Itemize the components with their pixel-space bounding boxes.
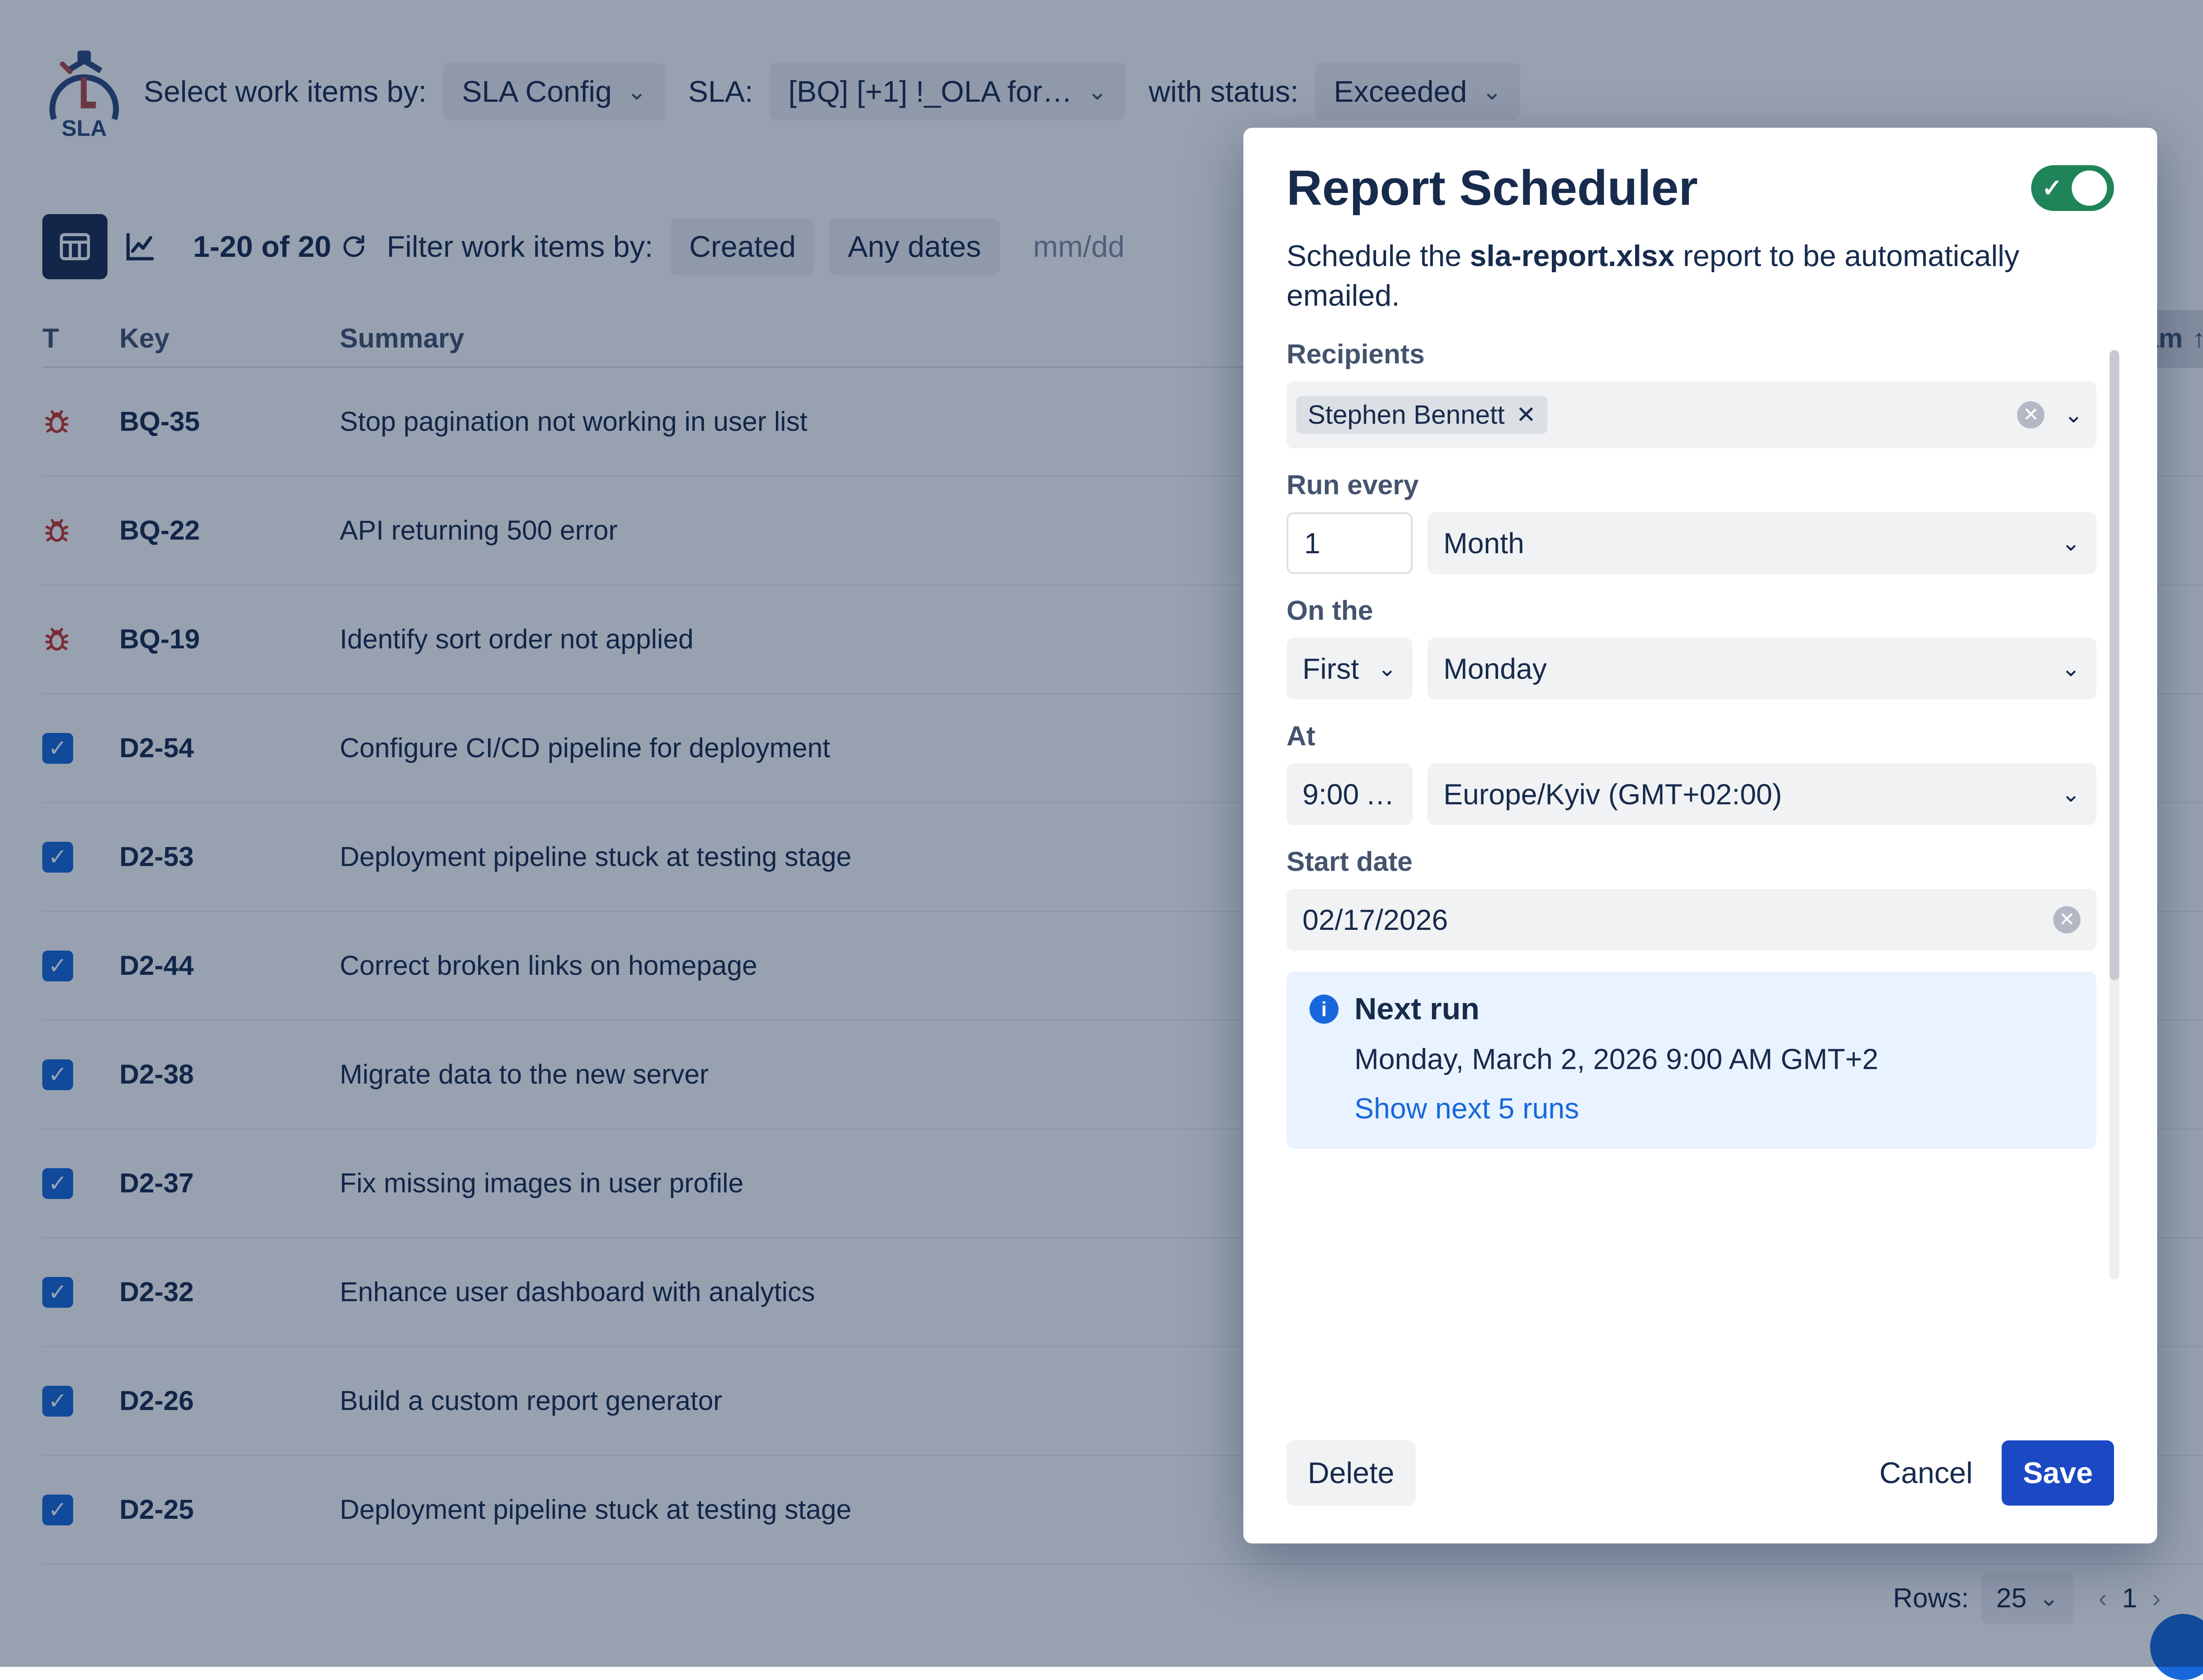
description-prefix: Schedule the [1287, 239, 1470, 273]
clear-recipients-icon[interactable]: ✕ [2017, 401, 2044, 429]
dialog-form: Recipients Stephen Bennett ✕ ✕ ⌄ Run eve… [1287, 339, 2123, 1423]
recipients-input[interactable]: Stephen Bennett ✕ ✕ ⌄ [1287, 381, 2096, 448]
chevron-down-icon[interactable]: ⌄ [2064, 402, 2083, 428]
info-icon: i [1309, 995, 1339, 1024]
start-date-input[interactable]: 02/17/2026 ✕ [1287, 889, 2096, 951]
schedule-enabled-toggle[interactable]: ✓ [2031, 165, 2114, 211]
run-every-label: Run every [1287, 470, 2096, 501]
chevron-down-icon: ⌄ [1377, 655, 1397, 682]
report-scheduler-dialog: Report Scheduler ✓ Schedule the sla-repo… [1243, 128, 2157, 1543]
on-the-group: On the First ⌄ Monday ⌄ [1287, 595, 2096, 699]
at-row: 9:00 AM Europe/Kyiv (GMT+02:00) ⌄ [1287, 763, 2096, 825]
dialog-title-row: Report Scheduler ✓ [1287, 159, 2114, 216]
timezone-value: Europe/Kyiv (GMT+02:00) [1443, 777, 2052, 811]
at-group: At 9:00 AM Europe/Kyiv (GMT+02:00) ⌄ [1287, 721, 2096, 825]
on-the-label: On the [1287, 595, 2096, 626]
save-button[interactable]: Save [2002, 1440, 2114, 1506]
check-icon: ✓ [2042, 176, 2062, 200]
delete-button[interactable]: Delete [1287, 1440, 1416, 1506]
show-next-runs-link[interactable]: Show next 5 runs [1354, 1092, 2073, 1125]
on-the-day-value: Monday [1443, 652, 2052, 685]
dialog-header: Report Scheduler ✓ Schedule the sla-repo… [1243, 128, 2157, 316]
dialog-scrollbar-thumb[interactable] [2110, 350, 2119, 980]
run-every-group: Run every 1 Month ⌄ [1287, 470, 2096, 574]
on-the-ordinal-select[interactable]: First ⌄ [1287, 638, 1413, 699]
clear-start-date-icon[interactable]: ✕ [2053, 906, 2081, 933]
run-every-row: 1 Month ⌄ [1287, 512, 2096, 574]
chevron-down-icon: ⌄ [2061, 781, 2081, 807]
run-every-count-value: 1 [1304, 526, 1395, 560]
toggle-knob [2072, 170, 2107, 206]
next-run-heading: i Next run [1309, 991, 2073, 1026]
next-run-panel: i Next run Monday, March 2, 2026 9:00 AM… [1287, 972, 2096, 1149]
remove-recipient-icon[interactable]: ✕ [1516, 403, 1536, 427]
at-label: At [1287, 721, 2096, 752]
recipients-group: Recipients Stephen Bennett ✕ ✕ ⌄ [1287, 339, 2096, 448]
on-the-ordinal-value: First [1302, 652, 1368, 685]
next-run-value: Monday, March 2, 2026 9:00 AM GMT+2 [1354, 1042, 2073, 1076]
recipients-label: Recipients [1287, 339, 2096, 370]
dialog-footer: Delete Cancel Save [1243, 1423, 2157, 1543]
recipient-name: Stephen Bennett [1308, 400, 1505, 430]
recipient-chip[interactable]: Stephen Bennett ✕ [1296, 396, 1547, 434]
start-date-value: 02/17/2026 [1302, 903, 2053, 936]
on-the-row: First ⌄ Monday ⌄ [1287, 638, 2096, 699]
chevron-down-icon: ⌄ [2061, 655, 2081, 682]
cancel-button[interactable]: Cancel [1858, 1440, 1994, 1506]
next-run-title: Next run [1354, 991, 1480, 1026]
at-time-input[interactable]: 9:00 AM [1287, 763, 1413, 825]
run-every-unit-select[interactable]: Month ⌄ [1428, 512, 2096, 574]
description-filename: sla-report.xlsx [1470, 239, 1675, 273]
chevron-down-icon: ⌄ [2061, 530, 2081, 556]
dialog-description: Schedule the sla-report.xlsx report to b… [1287, 237, 2114, 316]
at-time-value: 9:00 AM [1302, 777, 1397, 811]
run-every-unit-value: Month [1443, 526, 2052, 560]
dialog-title: Report Scheduler [1287, 159, 1698, 216]
start-date-group: Start date 02/17/2026 ✕ [1287, 846, 2096, 951]
on-the-day-select[interactable]: Monday ⌄ [1428, 638, 2096, 699]
run-every-count-input[interactable]: 1 [1287, 512, 1413, 574]
timezone-select[interactable]: Europe/Kyiv (GMT+02:00) ⌄ [1428, 763, 2096, 825]
start-date-label: Start date [1287, 846, 2096, 877]
